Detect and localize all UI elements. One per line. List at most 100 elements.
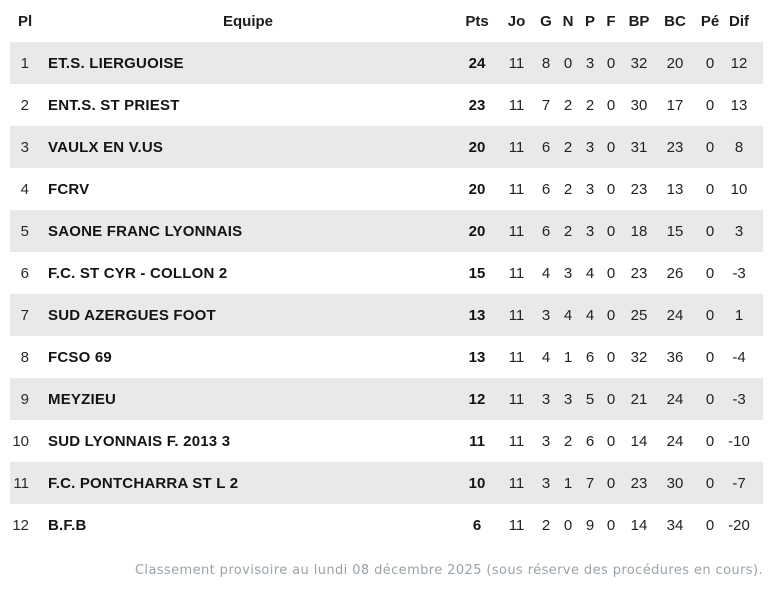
bc-cell: 26 [666, 264, 684, 282]
table-row: 2 ENT.S. ST PRIEST 23 11 7 2 2 0 30 17 0 13 [10, 84, 763, 126]
bp-cell: 30 [630, 96, 648, 114]
table-row: 6 F.C. ST CYR - COLLON 2 15 11 4 3 4 0 23 26 0 -3 [10, 252, 763, 294]
p-cell: 3 [585, 138, 595, 156]
bc-cell: 20 [666, 54, 684, 72]
team-name-cell[interactable]: FCRV [48, 180, 90, 198]
pl-cell: 5 [20, 222, 29, 240]
dif-cell: 10 [730, 180, 748, 198]
table-row: 3 VAULX EN V.US 20 11 6 2 3 0 31 23 0 8 [10, 126, 763, 168]
table-row: 8 FCSO 69 13 11 4 1 6 0 32 36 0 -4 [10, 336, 763, 378]
p-cell: 4 [585, 264, 595, 282]
g-cell: 7 [541, 96, 551, 114]
team-name-cell[interactable]: F.C. PONTCHARRA ST L 2 [48, 474, 239, 492]
column-header-dif: Dif [727, 0, 763, 42]
n-cell: 1 [563, 348, 573, 366]
g-cell: 4 [541, 348, 551, 366]
jo-cell: 11 [508, 306, 525, 324]
bc-cell: 13 [666, 180, 684, 198]
table-row: 4 FCRV 20 11 6 2 3 0 23 13 0 10 [10, 168, 763, 210]
n-cell: 0 [563, 516, 573, 534]
f-cell: 0 [606, 54, 616, 72]
n-cell: 4 [563, 306, 573, 324]
pe-cell: 0 [705, 180, 715, 198]
team-name-cell[interactable]: SUD AZERGUES FOOT [48, 306, 216, 324]
footer-note: Classement provisoire au lundi 08 décemb… [134, 563, 763, 578]
pe-cell: 0 [705, 432, 715, 450]
column-header-bp: BP [621, 0, 657, 42]
g-cell: 8 [541, 54, 551, 72]
standings-body: 1 ET.S. LIERGUOISE 24 11 8 0 3 0 32 20 0 12 2 ENT.S. … [10, 42, 763, 546]
pl-cell: 6 [20, 264, 29, 282]
bc-cell: 24 [666, 306, 684, 324]
team-name-cell[interactable]: F.C. ST CYR - COLLON 2 [48, 264, 228, 282]
team-name-cell[interactable]: ET.S. LIERGUOISE [48, 54, 184, 72]
team-name-cell[interactable]: MEYZIEU [48, 390, 117, 408]
g-cell: 2 [541, 516, 551, 534]
column-header-pe: Pé [693, 0, 727, 42]
column-header-f: F [601, 0, 621, 42]
n-cell: 3 [563, 390, 573, 408]
dif-cell: 3 [734, 222, 744, 240]
bc-cell: 17 [666, 96, 684, 114]
bp-cell: 14 [630, 516, 648, 534]
team-name-cell[interactable]: FCSO 69 [48, 348, 112, 366]
g-cell: 6 [541, 222, 551, 240]
pl-cell: 9 [20, 390, 29, 408]
n-cell: 1 [563, 474, 573, 492]
pl-cell: 11 [13, 474, 29, 492]
pl-cell: 3 [20, 138, 29, 156]
pts-cell: 15 [468, 264, 486, 282]
p-cell: 6 [585, 432, 595, 450]
n-cell: 3 [563, 264, 573, 282]
pts-cell: 12 [468, 390, 486, 408]
team-name-cell[interactable]: SAONE FRANC LYONNAIS [48, 222, 243, 240]
team-name-cell[interactable]: VAULX EN V.US [48, 138, 164, 156]
jo-cell: 11 [508, 516, 525, 534]
jo-cell: 11 [508, 54, 525, 72]
pts-cell: 20 [468, 180, 486, 198]
pe-cell: 0 [705, 264, 715, 282]
f-cell: 0 [606, 432, 616, 450]
pts-cell: 23 [468, 96, 486, 114]
column-header-jo: Jo [498, 0, 535, 42]
bp-cell: 32 [630, 54, 648, 72]
pl-cell: 7 [20, 306, 29, 324]
p-cell: 4 [585, 306, 595, 324]
column-header-pl: Pl [10, 0, 40, 42]
jo-cell: 11 [508, 390, 525, 408]
team-name-cell[interactable]: B.F.B [48, 516, 87, 534]
g-cell: 6 [541, 138, 551, 156]
team-name-cell[interactable]: ENT.S. ST PRIEST [48, 96, 180, 114]
jo-cell: 11 [508, 432, 525, 450]
table-row: 11 F.C. PONTCHARRA ST L 2 10 11 3 1 7 0 23 30 0 -7 [10, 462, 763, 504]
pl-cell: 10 [12, 432, 29, 450]
dif-cell: -10 [728, 432, 750, 450]
table-row: 10 SUD LYONNAIS F. 2013 3 11 11 3 2 6 0 14 24 0 -10 [10, 420, 763, 462]
jo-cell: 11 [508, 96, 525, 114]
bp-cell: 21 [630, 390, 648, 408]
n-cell: 0 [563, 54, 573, 72]
f-cell: 0 [606, 306, 616, 324]
jo-cell: 11 [508, 474, 525, 492]
dif-cell: 1 [734, 306, 744, 324]
f-cell: 0 [606, 474, 616, 492]
standings-table: Pl Equipe Pts Jo G N P F BP BC Pé Dif 1 E… [10, 0, 763, 546]
table-row: 7 SUD AZERGUES FOOT 13 11 3 4 4 0 25 24 0 1 [10, 294, 763, 336]
n-cell: 2 [563, 180, 573, 198]
p-cell: 3 [585, 222, 595, 240]
g-cell: 3 [541, 474, 551, 492]
bc-cell: 24 [666, 432, 684, 450]
bp-cell: 32 [630, 348, 648, 366]
pts-cell: 13 [468, 306, 486, 324]
pl-cell: 2 [20, 96, 29, 114]
pe-cell: 0 [705, 306, 715, 324]
table-row: 5 SAONE FRANC LYONNAIS 20 11 6 2 3 0 18 15 0 3 [10, 210, 763, 252]
pts-cell: 10 [468, 474, 486, 492]
table-header: Pl Equipe Pts Jo G N P F BP BC Pé Dif [10, 0, 763, 42]
dif-cell: -20 [728, 516, 750, 534]
bp-cell: 23 [630, 264, 648, 282]
g-cell: 3 [541, 306, 551, 324]
column-header-n: N [557, 0, 579, 42]
team-name-cell[interactable]: SUD LYONNAIS F. 2013 3 [48, 432, 231, 450]
